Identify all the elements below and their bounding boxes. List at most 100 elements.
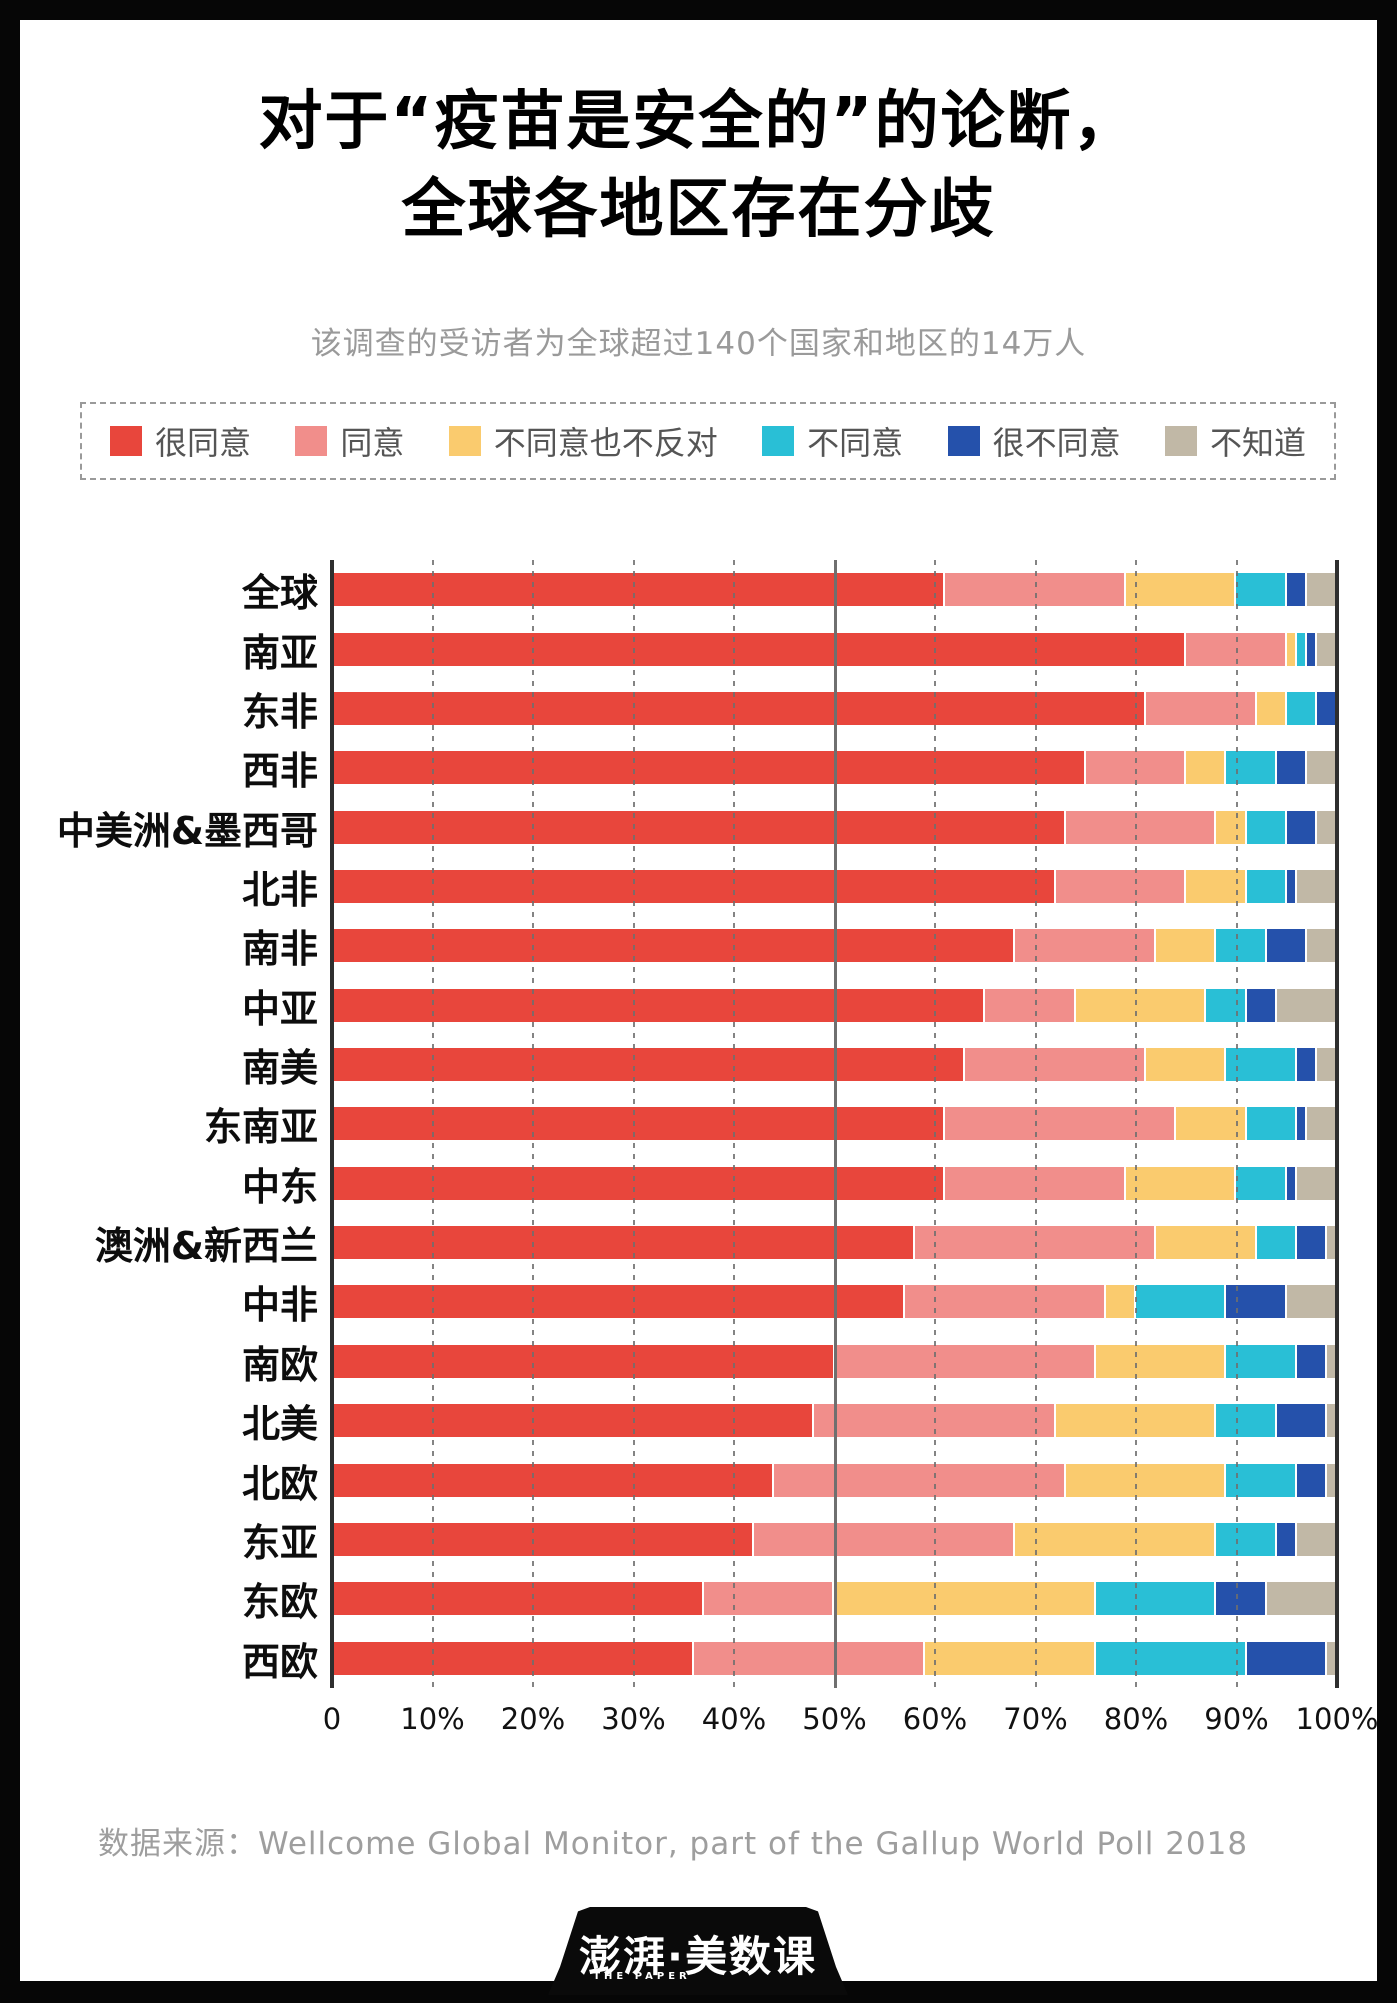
x-tick-label: 30% <box>601 1702 666 1736</box>
legend-swatch-icon <box>295 426 328 456</box>
row-label: 北欧 <box>241 1461 318 1506</box>
row-label: 南非 <box>241 927 318 972</box>
x-tick-label: 40% <box>701 1702 767 1736</box>
bar-segment-3 <box>1246 810 1287 844</box>
legend-label: 很不同意 <box>992 424 1121 462</box>
legend-swatch-icon <box>947 426 980 456</box>
bar-segment-5 <box>1306 751 1337 785</box>
bar-segment-2 <box>834 1582 1096 1616</box>
bar-segment-3 <box>1206 988 1247 1022</box>
legend-item-3: 不同意 <box>762 418 903 464</box>
chart-row-9: 东南亚 <box>20 1094 1377 1153</box>
chart-row-10: 中东 <box>20 1154 1377 1213</box>
legend-label: 同意 <box>340 424 405 462</box>
stacked-bar <box>332 632 1337 666</box>
legend-swatch-icon <box>1164 426 1197 456</box>
row-label: 北美 <box>241 1402 318 1447</box>
row-label: 西欧 <box>241 1639 318 1684</box>
bar-segment-5 <box>1266 1582 1337 1616</box>
legend-label: 不知道 <box>1209 424 1306 462</box>
x-tick-label: 10% <box>400 1702 465 1736</box>
bar-segment-1 <box>814 1404 1056 1438</box>
bar-segment-1 <box>914 1226 1157 1260</box>
page-title: 对于“疫苗是安全的”的论断， 全球各地区存在分歧 <box>20 78 1377 254</box>
chart-row-17: 东欧 <box>20 1569 1377 1628</box>
bar-segment-1 <box>834 1344 1096 1378</box>
bar-segment-2 <box>1186 751 1227 785</box>
stacked-bar <box>332 988 1337 1022</box>
bar-segment-4 <box>1276 1522 1297 1556</box>
chart-row-4: 中美洲&墨西哥 <box>20 797 1377 856</box>
x-tick-label: 90% <box>1204 1702 1269 1736</box>
x-tick-label: 70% <box>1003 1702 1068 1736</box>
bar-segment-3 <box>1095 1582 1217 1616</box>
bar-segment-3 <box>1256 1226 1297 1260</box>
bar-segment-3 <box>1095 1641 1247 1675</box>
bar-segment-0 <box>332 1048 966 1082</box>
row-label: 中东 <box>241 1164 318 1209</box>
x-tick-label: 80% <box>1103 1702 1169 1736</box>
stacked-bar-chart: 全球 南亚 东非 西非 中美洲&墨西哥 北非 南非 中亚 南美 东南亚 中东 澳洲&新西兰 中非 南欧 北美… <box>20 560 1379 1750</box>
bar-segment-4 <box>1316 691 1337 725</box>
legend-swatch-icon <box>762 426 795 456</box>
bar-segment-4 <box>1266 929 1307 963</box>
publisher-logo: 澎湃·美数课 THE PAPER <box>548 1907 848 1995</box>
bar-segment-4 <box>1296 1226 1327 1260</box>
stacked-bar <box>332 1404 1337 1438</box>
bar-segment-2 <box>1065 1463 1227 1497</box>
bar-segment-3 <box>1216 929 1267 963</box>
bar-segment-2 <box>1286 632 1297 666</box>
bar-segment-3 <box>1135 1285 1227 1319</box>
bar-segment-5 <box>1296 1522 1337 1556</box>
stacked-bar <box>332 869 1337 903</box>
bar-segment-1 <box>904 1285 1106 1319</box>
x-tick-label: 50% <box>802 1702 867 1736</box>
bar-segment-0 <box>332 1166 946 1200</box>
bar-segment-0 <box>332 810 1066 844</box>
bar-segment-0 <box>332 632 1187 666</box>
bar-segment-0 <box>332 1107 946 1141</box>
bar-segment-3 <box>1236 573 1287 607</box>
stacked-bar <box>332 1582 1337 1616</box>
bar-segment-1 <box>945 1107 1177 1141</box>
bar-segment-0 <box>332 1226 915 1260</box>
legend-item-0: 很同意 <box>110 418 251 464</box>
data-source-note: 数据来源：Wellcome Global Monitor, part of th… <box>98 1826 1249 1862</box>
bar-segment-0 <box>332 1285 905 1319</box>
stacked-bar <box>332 1522 1337 1556</box>
bar-segment-3 <box>1226 751 1277 785</box>
bar-segment-0 <box>332 573 946 607</box>
bar-segment-3 <box>1286 691 1317 725</box>
legend-item-4: 很不同意 <box>947 418 1121 464</box>
chart-row-8: 南美 <box>20 1035 1377 1094</box>
bar-segment-0 <box>332 1641 694 1675</box>
bar-segment-0 <box>332 1404 815 1438</box>
bar-segment-2 <box>1146 1048 1227 1082</box>
stacked-bar <box>332 691 1337 725</box>
x-axis: 0 10% 20% 30% 40% 50% 60% 70% 80% 90% 100% <box>323 1702 1379 1744</box>
stacked-bar <box>332 1344 1337 1378</box>
chart-row-7: 中亚 <box>20 976 1377 1035</box>
bar-segment-5 <box>1316 810 1337 844</box>
legend-label: 不同意 <box>807 424 904 462</box>
bar-segment-1 <box>945 1166 1126 1200</box>
bar-segment-1 <box>1055 869 1187 903</box>
legend-swatch-icon <box>110 426 142 456</box>
chart-row-14: 北美 <box>20 1391 1377 1450</box>
bar-segment-2 <box>1105 1285 1136 1319</box>
bar-segment-0 <box>332 1582 704 1616</box>
bar-segment-5 <box>1306 1107 1337 1141</box>
poster-page: 对于“疫苗是安全的”的论断， 全球各地区存在分歧 该调查的受访者为全球超过140个… <box>20 20 1379 1981</box>
row-label: 中美洲&墨西哥 <box>56 808 318 853</box>
chart-row-12: 中非 <box>20 1272 1377 1331</box>
chart-row-15: 北欧 <box>20 1450 1377 1509</box>
bar-segment-1 <box>985 988 1076 1022</box>
stacked-bar <box>332 1463 1337 1497</box>
legend-item-2: 不同意也不反对 <box>448 418 718 464</box>
bar-segment-1 <box>693 1641 925 1675</box>
bar-segment-2 <box>1125 573 1237 607</box>
bar-segment-3 <box>1226 1463 1297 1497</box>
chart-row-2: 东非 <box>20 679 1377 738</box>
page-subtitle: 该调查的受访者为全球超过140个国家和地区的14万人 <box>310 326 1087 362</box>
bar-segment-0 <box>332 988 986 1022</box>
